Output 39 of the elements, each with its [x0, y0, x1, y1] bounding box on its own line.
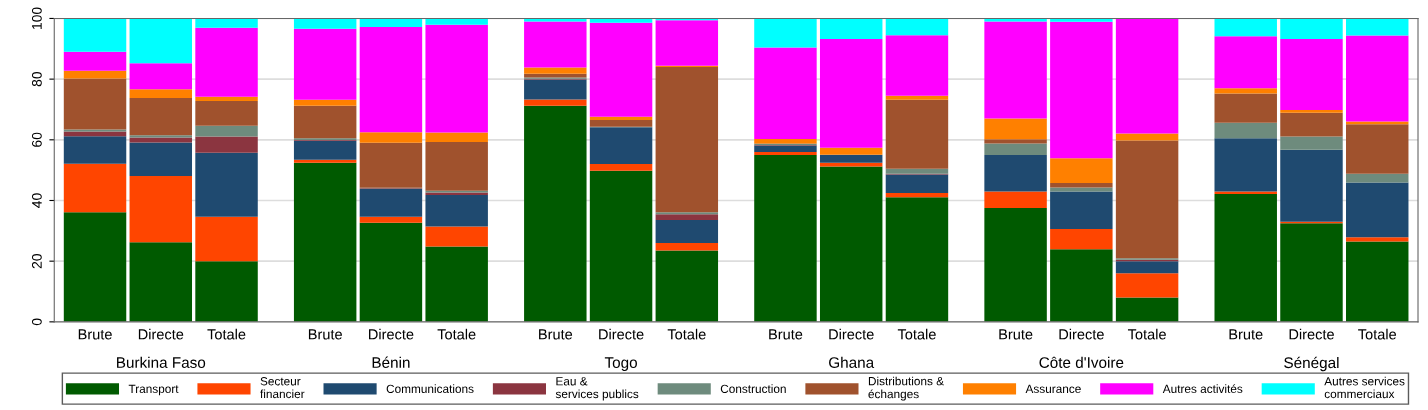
text: Burkina Faso — [117, 356, 206, 368]
x-tick-label: Brute — [999, 329, 1033, 340]
legend-label: Eau & services publics — [555, 377, 639, 401]
legend-label: Distributions & échanges — [868, 376, 944, 401]
text: Sénégal — [1284, 356, 1339, 372]
y-tick-label: 0 — [31, 318, 42, 326]
text: Bénin — [372, 356, 410, 368]
legend-label: Secteur financier — [260, 377, 305, 399]
x-tick-label: Directe — [1289, 328, 1334, 340]
x-tick-label: Brute — [539, 329, 573, 340]
x-tick-label: Directe — [138, 328, 184, 340]
y-tick-label: 100 — [31, 7, 42, 29]
legend-label: Transport — [128, 384, 179, 396]
legend-label: Autres activités — [1162, 384, 1243, 394]
legend-label: Communications — [386, 384, 474, 394]
y-tick-label: 20 — [31, 253, 42, 269]
x-tick-label: Directe — [599, 328, 644, 340]
y-tick-label: 40 — [31, 193, 42, 208]
text: Togo — [604, 357, 637, 371]
x-tick-label: Brute — [769, 329, 803, 340]
x-tick-label: Brute — [78, 329, 112, 340]
x-tick-label: Directe — [1059, 328, 1104, 340]
x-tick-label: Brute — [308, 329, 342, 340]
x-tick-label: Totale — [437, 328, 476, 340]
x-tick-label: Totale — [897, 328, 936, 340]
x-tick-label: Brute — [1229, 329, 1263, 340]
y-tick-label: 80 — [31, 71, 42, 87]
y-tick-label: 60 — [31, 132, 42, 147]
legend-label: Construction — [720, 384, 786, 394]
text: Ghana — [829, 356, 875, 368]
x-tick-label: Directe — [369, 328, 414, 340]
x-tick-label: Totale — [1127, 328, 1166, 340]
legend-label: Assurance — [1025, 384, 1081, 394]
legend-label: Autres services commerciaux — [1324, 376, 1405, 399]
x-tick-label: Totale — [667, 328, 706, 340]
text: Côte d'Ivoire — [1039, 356, 1124, 368]
x-tick-label: Totale — [207, 328, 246, 340]
x-tick-label: Directe — [829, 328, 874, 340]
x-tick-label: Totale — [1358, 328, 1397, 340]
